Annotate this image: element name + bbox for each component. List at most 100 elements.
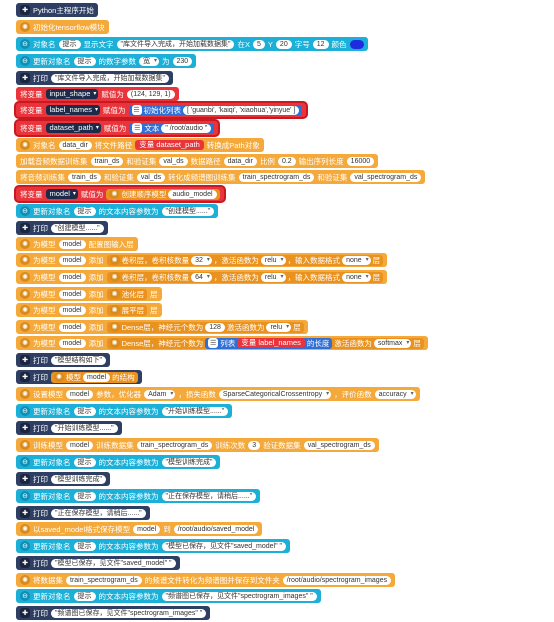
- assign-dataset-path-row[interactable]: 将变量 dataset_path 赋值为 ☰ 文本 " /root/audio …: [16, 121, 219, 135]
- variable-dropdown[interactable]: label_names: [45, 105, 101, 115]
- print-block[interactable]: ✚ 打印 "正在保存模型，请稍后......": [16, 506, 150, 520]
- model-name-field[interactable]: audio_model: [168, 189, 217, 199]
- object-name-field[interactable]: 提示: [73, 56, 96, 66]
- variable-dropdown[interactable]: input_shape: [45, 89, 99, 99]
- spectrogram-convert-row[interactable]: 将音频训练集 train_ds 和验证集 val_ds 转化成频谱图训练集 tr…: [16, 170, 426, 184]
- object-name-field[interactable]: 提示: [73, 457, 96, 467]
- input-format-dropdown[interactable]: none: [342, 255, 371, 265]
- update-text-row[interactable]: ⊖ 更新对象名 提示 的文本内容参数为 "频谱图已保存，见文件"spectrog…: [16, 589, 321, 603]
- program-start-row[interactable]: ✚ Python主程序开始: [16, 3, 98, 17]
- print-row[interactable]: ✚ 打印 "开始训练模型......": [16, 421, 122, 435]
- load-audio-dataset-block[interactable]: 加载音频数据训练集 train_ds 和验证集 val_ds 数据路径 data…: [16, 154, 379, 168]
- print-text-field[interactable]: "库文件导入完成，开始加载数据集": [51, 73, 169, 83]
- add-layer-block[interactable]: ✺ 为模型 model 添加 ✺ 池化层 层: [16, 287, 162, 301]
- print-row[interactable]: ✚ 打印 "模型结构如下": [16, 353, 110, 367]
- param-dropdown[interactable]: 宽: [139, 56, 159, 66]
- variable-dropdown[interactable]: model: [45, 189, 78, 199]
- print-row[interactable]: ✚ 打印 "模型已保存，见文件"saved_model" ": [16, 556, 180, 570]
- print-block[interactable]: ✚ 打印 ✺ 模型 model 的结构: [16, 370, 142, 384]
- object-name-field[interactable]: 提示: [73, 406, 96, 416]
- print-row[interactable]: ✚ 打印 "正在保存模型，请稍后......": [16, 506, 150, 520]
- print-row[interactable]: ✚ 打印 "库文件导入完成，开始加载数据集": [16, 71, 173, 85]
- print-block[interactable]: ✚ 打印 "库文件导入完成，开始加载数据集": [16, 71, 173, 85]
- kernel-count-dropdown[interactable]: 32: [191, 255, 212, 265]
- update-text-row[interactable]: ⊖ 更新对象名 提示 的文本内容参数为 "开始训练模型......": [16, 404, 233, 418]
- input-format-dropdown[interactable]: none: [342, 272, 371, 282]
- save-model-row[interactable]: ✺ 以saved_model格式保存模型 model 到 /root/audio…: [16, 522, 263, 536]
- assign-label-names-row[interactable]: 将变量 label_names 赋值为 ☰ 初始化列表 [ 'guanbi', …: [16, 103, 307, 117]
- model-field[interactable]: model: [58, 338, 86, 348]
- val-spectrogram-field[interactable]: val_spectrogram_ds: [350, 172, 422, 182]
- display-text-row[interactable]: ⊖ 对象名 提示 显示文字 "库文件导入完成，开始加载数据集" 在X 5 Y 2…: [16, 37, 368, 51]
- model-field[interactable]: model: [58, 305, 86, 315]
- print-model-structure-row[interactable]: ✚ 打印 ✺ 模型 model 的结构: [16, 370, 142, 384]
- update-text-row[interactable]: ⊖ 更新对象名 提示 的文本内容参数为 "模型训练完成": [16, 455, 221, 469]
- text-value-field[interactable]: "创建模型......": [161, 206, 215, 216]
- print-text-field[interactable]: "正在保存模型，请稍后......": [51, 508, 146, 518]
- train-spectrogram-field[interactable]: train_spectrogram_ds: [238, 172, 315, 182]
- model-field[interactable]: model: [66, 440, 94, 450]
- add-dense-softmax-row[interactable]: ✺ 为模型 model 添加 ✺ Dense层，神经元个数为 ☰ 列表 变量 l…: [16, 336, 428, 350]
- train-model-block[interactable]: ✺ 训练模型 model 训练数据集 train_spectrogram_ds …: [16, 438, 379, 452]
- print-block[interactable]: ✚ 打印 "开始训练模型......": [16, 421, 122, 435]
- print-text-field[interactable]: "频谱图已保存，见文件"spectrogram_images" ": [51, 608, 207, 618]
- model-field[interactable]: model: [58, 255, 86, 265]
- object-name-field[interactable]: data_dir: [58, 140, 92, 150]
- add-layer-block[interactable]: ✺ 为模型 model 添加 ✺ Dense层，神经元个数为 128 激活函数为…: [16, 320, 308, 334]
- text-field[interactable]: "库文件导入完成，开始加载数据集": [116, 39, 235, 49]
- data-dir-field[interactable]: data_dir: [223, 156, 257, 166]
- object-name-field[interactable]: 提示: [73, 491, 96, 501]
- print-text-field[interactable]: "创建模型......": [51, 223, 104, 233]
- model-input-layer-block[interactable]: ✺ 为模型 model 配置图输入层: [16, 237, 138, 251]
- add-conv-layer-64-row[interactable]: ✺ 为模型 model 添加 ✺ 卷积层，卷积核数量 64 ，激活函数为 rel…: [16, 270, 388, 284]
- path-object-row[interactable]: ✺ 对象名 data_dir 将文件路径 变量 dataset_path 转换成…: [16, 138, 264, 152]
- list-length-block[interactable]: ☰ 列表 变量 label_names 的长度: [205, 337, 333, 349]
- print-row[interactable]: ✚ 打印 "创建模型......": [16, 221, 108, 235]
- val-dataset-field[interactable]: val_spectrogram_ds: [303, 440, 375, 450]
- add-pool-layer-row[interactable]: ✺ 为模型 model 添加 ✺ 池化层 层: [16, 287, 162, 301]
- assign-variable-block[interactable]: 将变量 label_names 赋值为 ☰ 初始化列表 [ 'guanbi', …: [16, 103, 307, 117]
- update-text-block[interactable]: ⊖ 更新对象名 提示 的文本内容参数为 "开始训练模型......": [16, 404, 233, 418]
- print-block[interactable]: ✚ 打印 "模型训练完成": [16, 472, 110, 486]
- dense-layer-block[interactable]: ✺ Dense层，神经元个数为 ☰ 列表 变量 label_names 的长度 …: [106, 337, 424, 349]
- metric-dropdown[interactable]: accuracy: [374, 389, 416, 399]
- print-row[interactable]: ✚ 打印 "模型训练完成": [16, 472, 110, 486]
- add-layer-block[interactable]: ✺ 为模型 model 添加 ✺ 卷积层，卷积核数量 32 ，激活函数为 rel…: [16, 253, 388, 267]
- python-main-start-block[interactable]: ✚ Python主程序开始: [16, 3, 98, 17]
- value-field[interactable]: 230: [172, 56, 193, 66]
- conv-layer-block[interactable]: ✺ 卷积层，卷积核数量 32 ，激活函数为 relu ，输入数据格式 none …: [106, 254, 384, 266]
- object-name-field[interactable]: 提示: [73, 206, 96, 216]
- assign-model-row[interactable]: 将变量 model 赋值为 ✺ 创建顺序模型 audio_model: [16, 187, 224, 201]
- neuron-count-field[interactable]: 128: [205, 322, 225, 332]
- add-layer-block[interactable]: ✺ 为模型 model 添加 ✺ Dense层，神经元个数为 ☰ 列表 变量 l…: [16, 336, 428, 350]
- y-field[interactable]: 20: [275, 39, 292, 49]
- update-text-block[interactable]: ⊖ 更新对象名 提示 的文本内容参数为 "正在保存模型，请稍后......": [16, 489, 261, 503]
- add-conv-layer-32-row[interactable]: ✺ 为模型 model 添加 ✺ 卷积层，卷积核数量 32 ，激活函数为 rel…: [16, 253, 388, 267]
- save-spectrogram-images-block[interactable]: ✺ 将数据集 train_spectrogram_ds 的频谱文件转化为频谱图并…: [16, 573, 396, 587]
- print-text-field[interactable]: "模型已保存，见文件"saved_model" ": [51, 558, 176, 568]
- train-ds-field[interactable]: train_ds: [68, 172, 101, 182]
- model-field[interactable]: model: [66, 389, 94, 399]
- color-swatch[interactable]: [349, 39, 364, 49]
- add-flatten-layer-row[interactable]: ✺ 为模型 model 添加 ✺ 展平层 层: [16, 303, 162, 317]
- load-audio-dataset-row[interactable]: 加载音频数据训练集 train_ds 和验证集 val_ds 数据路径 data…: [16, 154, 379, 168]
- text-value-field[interactable]: "正在保存模型，请稍后......": [161, 491, 257, 501]
- train-model-row[interactable]: ✺ 训练模型 model 训练数据集 train_spectrogram_ds …: [16, 438, 379, 452]
- train-dataset-field[interactable]: train_spectrogram_ds: [136, 440, 213, 450]
- object-name-field[interactable]: 提示: [58, 39, 81, 49]
- print-row[interactable]: ✚ 打印 "频谱图已保存，见文件"spectrogram_images" ": [16, 606, 211, 620]
- spectrogram-convert-block[interactable]: 将音频训练集 train_ds 和验证集 val_ds 转化成频谱图训练集 tr…: [16, 170, 426, 184]
- text-value-field[interactable]: "频谱图已保存，见文件"spectrogram_images" ": [161, 591, 317, 601]
- variable-block[interactable]: 变量 label_names: [237, 338, 305, 348]
- display-text-block[interactable]: ⊖ 对象名 提示 显示文字 "库文件导入完成，开始加载数据集" 在X 5 Y 2…: [16, 37, 368, 51]
- print-text-field[interactable]: "模型结构如下": [51, 355, 106, 365]
- value-field[interactable]: (124, 129, 1): [126, 89, 175, 99]
- update-number-row[interactable]: ⊖ 更新对象名 提示 的数字参数 宽 为 230: [16, 54, 197, 68]
- variable-dropdown[interactable]: dataset_path: [45, 123, 101, 133]
- object-name-field[interactable]: 提示: [73, 591, 96, 601]
- save-model-block[interactable]: ✺ 以saved_model格式保存模型 model 到 /root/audio…: [16, 522, 263, 536]
- text-block[interactable]: ☰ 文本 " /root/audio ": [129, 122, 215, 134]
- print-block[interactable]: ✚ 打印 "模型已保存，见文件"saved_model" ": [16, 556, 180, 570]
- update-text-row[interactable]: ⊖ 更新对象名 提示 的文本内容参数为 "创建模型......": [16, 204, 219, 218]
- text-value-field[interactable]: "模型训练完成": [161, 457, 217, 467]
